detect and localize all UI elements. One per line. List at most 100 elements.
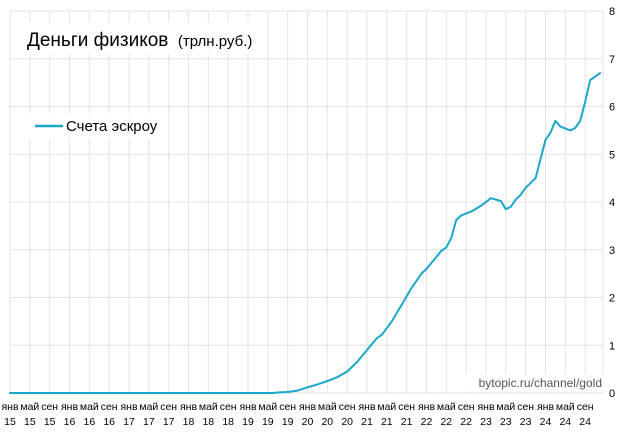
x-tick-year: 20 [341, 416, 353, 428]
y-tick-label: 2 [609, 293, 615, 305]
x-tick-label: янв 18 [180, 401, 197, 428]
x-tick-month: май [496, 401, 515, 413]
x-tick-year: 20 [302, 416, 314, 428]
x-tick-month: янв [299, 401, 316, 413]
x-tick-month: май [258, 401, 277, 413]
x-tick-label: сен 23 [517, 401, 534, 428]
x-tick-year: 15 [24, 416, 36, 428]
x-tick-month: май [139, 401, 158, 413]
x-tick-month: май [556, 401, 575, 413]
title-background [16, 22, 264, 54]
x-tick-year: 19 [262, 416, 274, 428]
x-tick-month: сен [220, 401, 237, 413]
y-tick-label: 6 [609, 102, 615, 114]
x-tick-month: янв [180, 401, 197, 413]
x-tick-year: 17 [123, 416, 135, 428]
x-tick-month: сен [41, 401, 58, 413]
x-tick-label: май 23 [496, 401, 515, 428]
x-tick-year: 18 [183, 416, 195, 428]
x-tick-month: май [437, 401, 456, 413]
x-tick-month: янв [537, 401, 554, 413]
x-tick-year: 24 [540, 416, 552, 428]
x-tick-year: 17 [143, 416, 155, 428]
x-tick-label: сен 18 [220, 401, 237, 428]
x-tick-month: сен [517, 401, 534, 413]
x-tick-year: 23 [500, 416, 512, 428]
x-tick-label: май 17 [139, 401, 158, 428]
x-tick-label: янв 21 [358, 401, 375, 428]
y-tick-label: 5 [609, 149, 615, 161]
x-tick-month: сен [101, 401, 118, 413]
x-tick-label: май 15 [20, 401, 39, 428]
x-tick-label: янв 22 [418, 401, 435, 428]
x-tick-month: май [199, 401, 218, 413]
chart-title-main: Деньги физиков [27, 30, 168, 51]
x-tick-year: 16 [64, 416, 76, 428]
x-tick-label: сен 24 [577, 401, 594, 428]
x-tick-label: янв 17 [120, 401, 137, 428]
x-tick-year: 15 [4, 416, 16, 428]
x-tick-label: сен 16 [101, 401, 118, 428]
legend: Счета эскроу [28, 113, 168, 139]
x-tick-label: сен 21 [398, 401, 415, 428]
legend-label: Счета эскроу [66, 118, 158, 135]
x-tick-label: май 22 [437, 401, 456, 428]
x-tick-label: янв 15 [1, 401, 18, 428]
x-tick-month: янв [1, 401, 18, 413]
x-tick-year: 21 [361, 416, 373, 428]
y-tick-label: 0 [609, 388, 615, 400]
y-tick-label: 4 [609, 197, 615, 209]
x-tick-year: 19 [282, 416, 294, 428]
x-tick-year: 23 [520, 416, 532, 428]
x-tick-label: май 20 [318, 401, 337, 428]
x-tick-label: янв 20 [299, 401, 316, 428]
series-line-escrow [9, 72, 601, 394]
x-tick-year: 17 [163, 416, 175, 428]
chart-title-unit: (трлн.руб.) [178, 33, 253, 50]
x-tick-month: сен [339, 401, 356, 413]
x-tick-month: май [80, 401, 99, 413]
x-tick-label: май 21 [377, 401, 396, 428]
x-tick-month: май [20, 401, 39, 413]
y-tick-label: 8 [609, 6, 615, 18]
x-tick-label: янв 24 [537, 401, 554, 428]
x-tick-month: янв [120, 401, 137, 413]
x-tick-month: сен [577, 401, 594, 413]
x-tick-year: 18 [222, 416, 234, 428]
x-tick-month: сен [279, 401, 296, 413]
x-tick-year: 22 [421, 416, 433, 428]
x-tick-year: 22 [460, 416, 472, 428]
x-tick-label: май 16 [80, 401, 99, 428]
x-tick-label: янв 19 [239, 401, 256, 428]
x-tick-year: 19 [242, 416, 254, 428]
grid [9, 10, 604, 394]
x-tick-month: янв [477, 401, 494, 413]
chart-title: Деньги физиков (трлн.руб.) [27, 30, 252, 51]
x-tick-month: сен [458, 401, 475, 413]
x-tick-year: 21 [401, 416, 413, 428]
x-tick-month: май [377, 401, 396, 413]
watermark: bytopic.ru/channel/gold [479, 376, 602, 390]
x-tick-label: сен 20 [339, 401, 356, 428]
x-tick-label: сен 22 [458, 401, 475, 428]
x-tick-year: 15 [44, 416, 56, 428]
y-axis-ticks: 0 1 2 3 4 5 6 7 8 [609, 6, 615, 400]
x-tick-month: янв [61, 401, 78, 413]
x-axis-ticks: янв 15 май 15 сен 15 янв 16 май 16 сен 16 янв 17 май 17… [1, 401, 593, 428]
x-tick-label: янв 23 [477, 401, 494, 428]
x-tick-label: май 24 [556, 401, 575, 428]
x-tick-year: 20 [321, 416, 333, 428]
x-tick-label: май 18 [199, 401, 218, 428]
x-tick-month: янв [418, 401, 435, 413]
series-layer [9, 72, 601, 394]
x-tick-year: 16 [103, 416, 115, 428]
x-tick-label: янв 16 [61, 401, 78, 428]
x-tick-label: сен 15 [41, 401, 58, 428]
x-tick-month: янв [239, 401, 256, 413]
x-tick-year: 24 [579, 416, 591, 428]
y-tick-label: 3 [609, 245, 615, 257]
x-tick-month: янв [358, 401, 375, 413]
x-tick-year: 22 [440, 416, 452, 428]
x-tick-month: май [318, 401, 337, 413]
